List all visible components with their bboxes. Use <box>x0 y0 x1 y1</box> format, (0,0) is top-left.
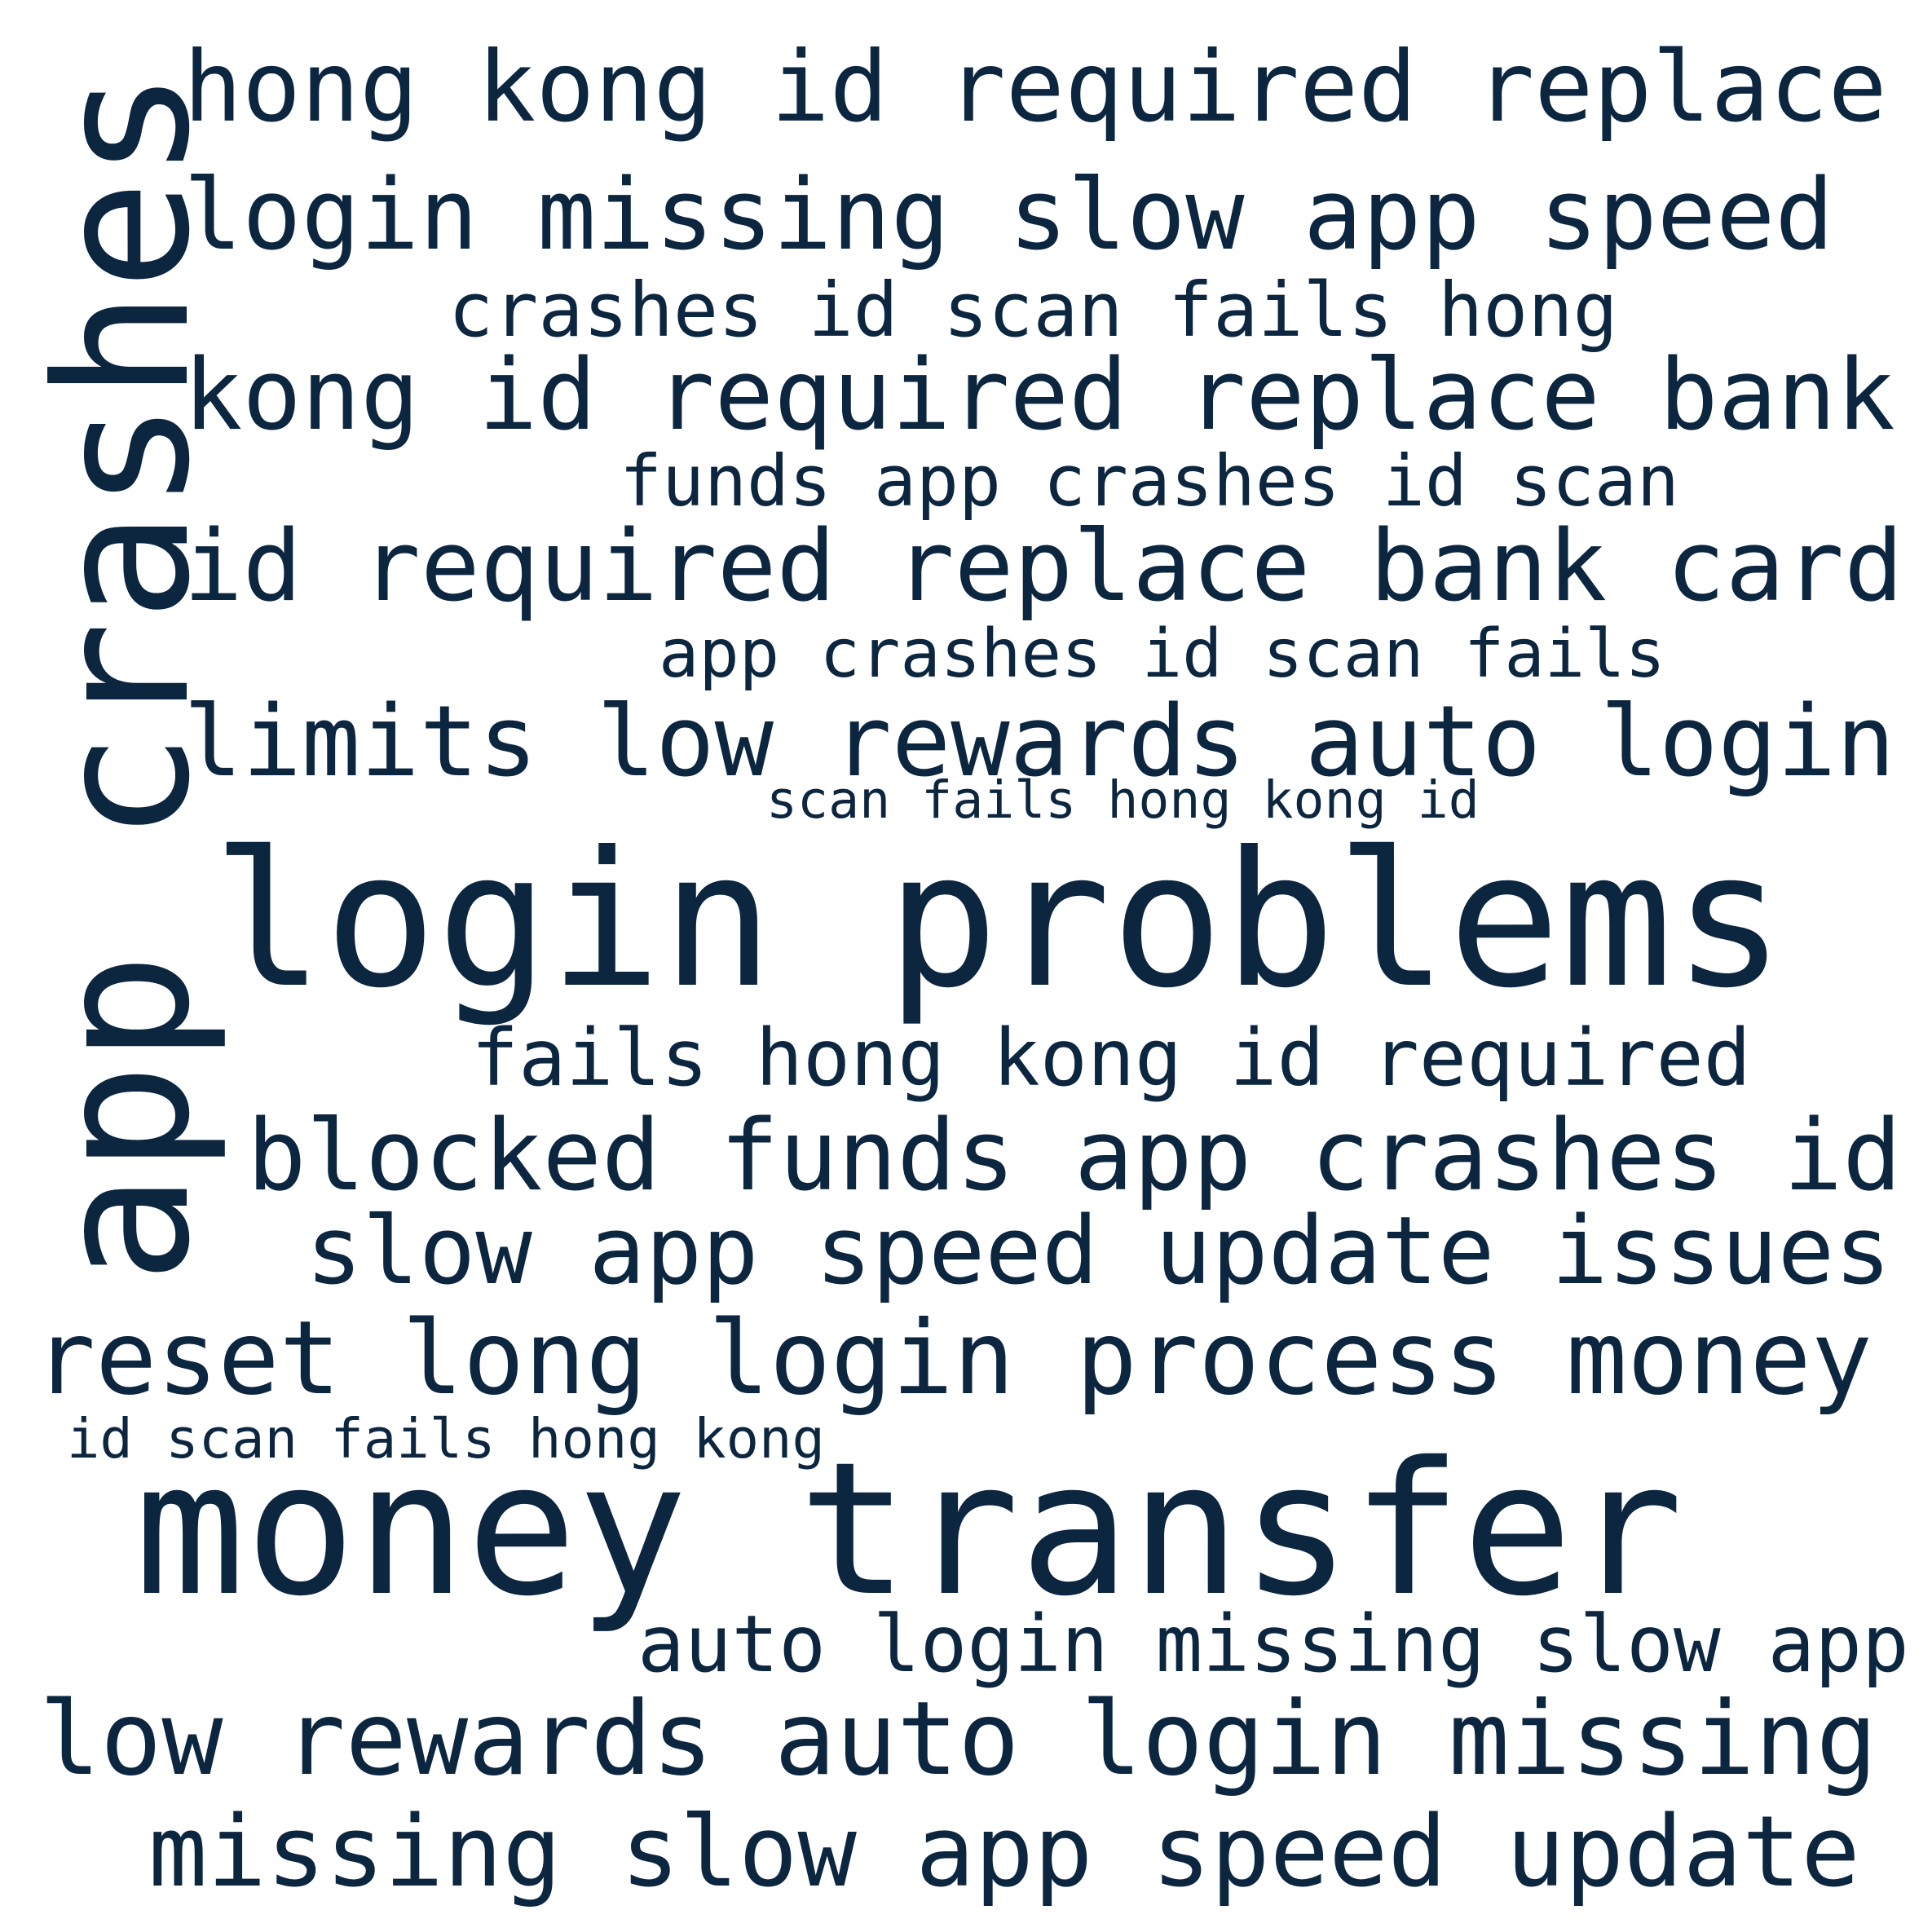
word-crashes-id-scan-fails-hong: crashes id scan fails hong <box>448 267 1618 354</box>
word-login-missing-slow-app-speed: login missing slow app speed <box>183 159 1834 272</box>
word-funds-app-crashes-id-scan: funds app crashes id scan <box>620 441 1679 523</box>
word-reset-long-login-process-money: reset long login process money <box>34 1299 1872 1418</box>
word-money-transfer: money transfer <box>135 1423 1683 1637</box>
word-limits-low-rewards-auto-login: limits low rewards auto login <box>183 685 1895 799</box>
word-id-required-replace-bank-card: id required replace bank card <box>183 509 1903 624</box>
word-app-crashes-id-scan-fails: app crashes id scan fails <box>659 615 1665 693</box>
word-missing-slow-app-speed-update: missing slow app speed update <box>148 1795 1860 1909</box>
word-slow-app-speed-update-issues: slow app speed update issues <box>306 1197 1891 1306</box>
word-blocked-funds-app-crashes-id: blocked funds app crashes id <box>247 1099 1902 1213</box>
word-kong-id-required-replace-bank: kong id required replace bank <box>183 338 1895 452</box>
word-login-problems: login problems <box>212 812 1785 1030</box>
word-scan-fails-hong-kong-id: scan fails hong kong id <box>766 770 1480 830</box>
word-id-scan-fails-hong-kong: id scan fails hong kong <box>67 1407 825 1471</box>
word-hong-kong-id-required-replace: hong kong id required replace <box>183 31 1887 144</box>
word-fails-hong-kong-id-required: fails hong kong id required <box>471 1012 1751 1104</box>
word-low-rewards-auto-login-missing: low rewards auto login missing <box>39 1680 1877 1798</box>
word-auto-login-missing-slow-app: auto login missing slow app <box>637 1599 1909 1690</box>
